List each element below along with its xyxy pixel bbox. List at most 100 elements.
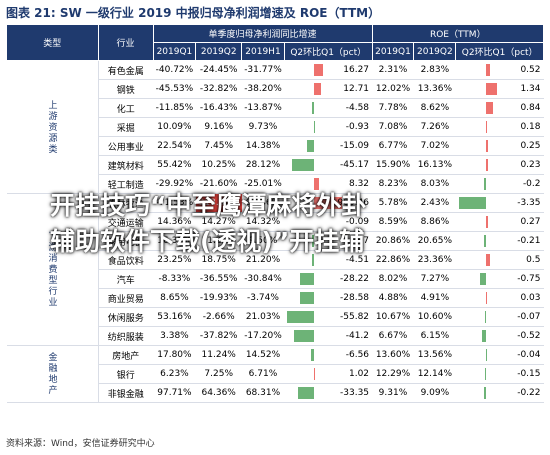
pct-value: -0.09	[345, 217, 370, 227]
title: 图表 21: SW 一级行业 2019 中报归母净利润增速及 ROE（TTM）	[6, 6, 381, 20]
subheader: 2019Q1	[371, 42, 415, 61]
roe-cell: 2.83%	[413, 60, 456, 80]
pct-bar	[314, 64, 323, 76]
pct-cell: 8.32	[284, 174, 373, 194]
roe-cell: 4.91%	[413, 288, 456, 308]
pct-cell: -4.51	[284, 250, 373, 270]
pct-cell: -55.82	[284, 307, 373, 327]
row: 休闲服务 53.16% -2.66% 21.03% -55.82 10.67% 10.60%…	[7, 307, 544, 327]
roe-cell: 5.78%	[372, 193, 414, 213]
pct-value: 0.18	[520, 122, 541, 132]
subheader: Q2环比Q1（pct）	[283, 42, 373, 61]
profit-cell: 3.38%	[153, 326, 196, 346]
pct-cell: -0.07	[455, 307, 544, 327]
industry: 化工	[98, 98, 153, 118]
profit-cell: 9.73%	[241, 117, 285, 137]
row: 建筑材料 55.42% 10.25% 28.12% -45.17 15.90% 16.13%…	[7, 155, 544, 175]
table: 类型 行业 单季度归母净利润同比增速 ROE（TTM） 2019Q1 2019Q2…	[6, 24, 545, 403]
roe-cell: 7.78%	[372, 98, 414, 118]
roe-cell: 2.43%	[413, 193, 456, 213]
pct-value: 1.34	[520, 84, 541, 94]
row: 金融地产 房地产 17.80% 11.24% 14.52% -6.56 13.60% 13.5…	[6, 345, 544, 403]
pct-value: -15.09	[340, 141, 370, 151]
roe-cell: 9.31%	[372, 383, 414, 403]
pct-value: -45.17	[340, 160, 370, 170]
roe-cell: 8.62%	[413, 98, 456, 118]
pct-bar	[312, 102, 315, 114]
pct-bar	[484, 178, 486, 190]
profit-cell: 17.80%	[153, 345, 196, 365]
industry: 商业贸易	[98, 288, 153, 308]
pct-value: -4.58	[345, 103, 370, 113]
pct-cell: 0.84	[455, 98, 544, 118]
pct-bar	[484, 387, 486, 399]
roe-cell: 23.36%	[413, 250, 456, 270]
header: 行业	[97, 24, 154, 61]
pct-bar	[293, 330, 315, 342]
profit-cell: 913.93%	[195, 193, 242, 213]
pct-value: -0.07	[517, 312, 541, 322]
roe-cell: 8.59%	[372, 212, 414, 232]
roe-cell: 10.60%	[413, 307, 456, 327]
pct-value: 0.27	[520, 217, 541, 227]
pct-bar	[286, 311, 315, 323]
roe-cell: 15.90%	[372, 155, 414, 175]
industry: 农林牧渔	[98, 193, 153, 213]
profit-cell: -21.60%	[195, 174, 242, 194]
industry: 钢铁	[98, 79, 153, 99]
profit-cell: -29.92%	[153, 174, 196, 194]
pct-bar	[485, 254, 490, 266]
profit-cell: -11.85%	[153, 98, 196, 118]
row: 采掘 10.09% 9.16% 9.73% -0.93 7.08% 7.26% 0.18	[7, 117, 544, 137]
profit-cell: 7.25%	[195, 364, 242, 384]
pct-cell: -0.21	[455, 231, 544, 251]
industry: 银行	[98, 364, 153, 384]
profit-cell: 14.27%	[195, 212, 242, 232]
profit-cell: -8.33%	[153, 269, 196, 289]
row: 食品饮料 23.25% 18.75% 21.20% -4.51 22.86% 23.36% 0…	[7, 250, 544, 270]
roe-cell: 8.02%	[372, 269, 414, 289]
pct-cell: -0.09	[284, 212, 373, 232]
row: 上游资源类 有色金属 -40.72% -24.45% -31.77% 16.27 2.31%…	[6, 60, 544, 194]
group-label: 金融地产	[6, 345, 99, 403]
pct-bar	[311, 349, 315, 361]
pct-value: 8.32	[348, 179, 370, 189]
profit-cell: 53.16%	[153, 307, 196, 327]
pct-bar	[314, 178, 319, 190]
pct-value: 0.25	[520, 141, 541, 151]
profit-cell: -2.66%	[195, 307, 242, 327]
profit-cell: 21.03%	[241, 307, 285, 327]
profit-cell: -40.72%	[153, 60, 196, 80]
row: 下游消费型行业 农林牧渔 -71.53% 913.93% 97.46% 985.46 5.7…	[6, 193, 544, 346]
pct-cell: -45.17	[284, 155, 373, 175]
pct-bar	[485, 140, 488, 152]
industry: 非银金融	[98, 383, 153, 403]
pct-bar	[291, 159, 315, 171]
pct-bar	[481, 330, 486, 342]
profit-cell: -17.20%	[241, 326, 285, 346]
industry: 公用事业	[98, 136, 153, 156]
profit-cell: 14.36%	[153, 212, 196, 232]
watermark: 开挂技巧“中至鹰潭麻将外卦 辅助软件下载(透视)”开挂辅	[50, 188, 366, 260]
subheader: 2019Q2	[413, 42, 457, 61]
industry: 纺织服装	[98, 326, 153, 346]
pct-value: -0.93	[345, 122, 370, 132]
pct-value: 12.71	[343, 84, 370, 94]
roe-cell: 20.86%	[372, 231, 414, 251]
row: 轻工制造 -29.92% -21.60% -25.01% 8.32 8.23% 8.03% -…	[7, 174, 544, 194]
roe-cell: 12.02%	[372, 79, 414, 99]
pct-value: -0.04	[517, 350, 541, 360]
row: 钢铁 -45.53% -32.82% -38.20% 12.71 12.02% 13.36%…	[7, 79, 544, 99]
header: 单季度归母净利润同比增速	[152, 24, 373, 43]
roe-cell: 6.15%	[413, 326, 456, 346]
pct-cell: -4.58	[284, 98, 373, 118]
roe-cell: 10.67%	[372, 307, 414, 327]
pct-value: -3.35	[517, 198, 541, 208]
roe-cell: 9.09%	[413, 383, 456, 403]
pct-value: -0.22	[517, 388, 541, 398]
pct-bar	[485, 83, 497, 95]
pct-cell: -0.22	[455, 383, 544, 403]
row: 化工 -11.85% -16.43% -13.87% -4.58 7.78% 8.62% 0.…	[7, 98, 544, 118]
profit-cell: 97.46%	[241, 193, 285, 213]
